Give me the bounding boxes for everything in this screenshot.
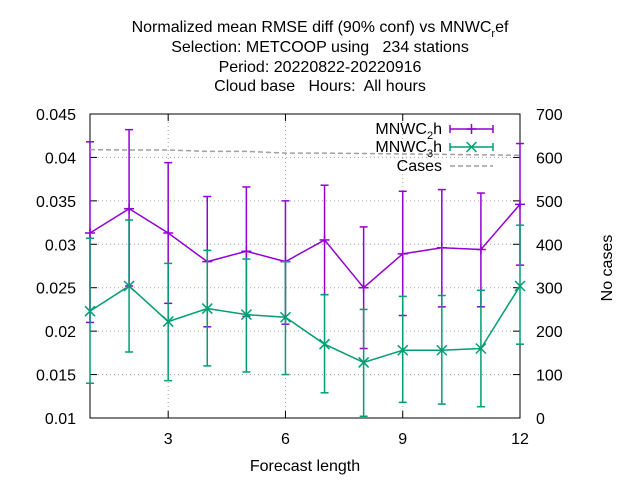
data-point (319, 234, 330, 245)
series-line-cases (89, 148, 521, 157)
data-point (241, 246, 252, 257)
legend: MNWC2h MNWC3h Cases (375, 121, 494, 175)
marker-stroke (397, 344, 409, 356)
marker-stroke (358, 356, 370, 368)
marker-stroke (240, 309, 252, 321)
chart-subtitle-selection: Selection: METCOOP using 234 stations (171, 39, 469, 56)
y-tick-label: 0.035 (36, 194, 76, 211)
chart-subtitle-parameter: Cloud base Hours: All hours (214, 78, 426, 95)
y-tick-label: 0.02 (45, 324, 76, 341)
marker-stroke (514, 280, 526, 292)
x-tick-label: 6 (281, 431, 290, 448)
marker-stroke (319, 338, 331, 350)
y-tick-label: 0.025 (36, 281, 76, 298)
y-axis-right: 0 100 200 300 400 500 600 700 (513, 107, 563, 428)
data-point (436, 242, 447, 253)
series-0 (85, 128, 525, 350)
data-point (475, 342, 487, 355)
data-point (515, 199, 525, 210)
data-point (279, 311, 291, 323)
marker-stroke (201, 303, 213, 315)
error-bar (516, 224, 524, 345)
marker-stroke (279, 311, 291, 323)
data-point (85, 227, 95, 238)
x-tick-label: 9 (398, 431, 407, 448)
x-axis-label: Forecast length (250, 458, 360, 475)
data-point (397, 344, 409, 356)
data-point (358, 356, 370, 368)
y2-tick-label: 0 (536, 411, 545, 428)
chart-title-suffix: ef (495, 19, 509, 36)
data-point (84, 305, 96, 317)
y-tick-label: 0.03 (45, 237, 76, 254)
data-point (163, 227, 174, 238)
y2-tick-label: 600 (536, 150, 563, 167)
chart-title-main: Normalized mean RMSE diff (90% conf) vs … (132, 19, 492, 36)
marker-stroke (475, 342, 487, 355)
data-point (124, 203, 135, 214)
y-axis-left: 0.01 0.015 0.02 0.025 0.03 0.035 0.04 0.045 (36, 107, 97, 428)
y2-tick-label: 500 (536, 194, 563, 211)
legend-samples (449, 124, 494, 167)
legend-label-cases: Cases (397, 158, 442, 175)
chart-title-subscript: r (491, 28, 495, 40)
y-tick-label: 0.01 (45, 411, 76, 428)
marker-stroke (436, 344, 448, 356)
data-point (436, 344, 448, 356)
data-point (123, 280, 135, 292)
legend-sample-marker (465, 141, 478, 153)
marker-stroke (465, 141, 478, 153)
chart-title: Normalized mean RMSE diff (90% conf) vs … (132, 19, 509, 95)
y2-axis-label: No cases (599, 235, 616, 302)
legend-sample-marker (466, 124, 477, 134)
data-point (319, 338, 331, 350)
legend-label-mnwc-2h: MNWC2h (375, 121, 442, 142)
data-point (358, 282, 369, 293)
y-tick-label: 0.04 (45, 150, 76, 167)
marker-stroke (123, 280, 135, 292)
chart-subtitle-period: Period: 20220822-20220916 (219, 59, 422, 76)
marker-stroke (162, 316, 174, 328)
y2-tick-label: 200 (536, 324, 563, 341)
y2-tick-label: 400 (536, 237, 563, 254)
series-line (89, 203, 521, 289)
data-point (201, 303, 213, 315)
y2-tick-label: 700 (536, 107, 563, 124)
y2-tick-label: 100 (536, 368, 563, 385)
series-2 (89, 148, 521, 157)
x-axis: 3 6 9 12 (164, 114, 529, 448)
data-point (162, 316, 174, 328)
series-line (89, 285, 521, 364)
x-tick-label: 3 (164, 431, 173, 448)
data-point (240, 309, 252, 321)
series-layer (84, 128, 526, 418)
grid-lines (90, 114, 520, 418)
y-tick-label: 0.015 (36, 368, 76, 385)
chart-title-line-1: Normalized mean RMSE diff (90% conf) vs … (132, 19, 509, 40)
plot-frame (89, 113, 521, 419)
y-tick-label: 0.045 (36, 107, 76, 124)
y2-tick-label: 300 (536, 281, 563, 298)
data-point (397, 248, 408, 259)
legend-label-mnwc-3h: MNWC3h (375, 139, 442, 160)
data-point (475, 244, 486, 255)
marker-stroke (84, 305, 96, 317)
series-1 (84, 219, 526, 418)
data-point (514, 280, 526, 292)
x-tick-label: 12 (511, 431, 529, 448)
